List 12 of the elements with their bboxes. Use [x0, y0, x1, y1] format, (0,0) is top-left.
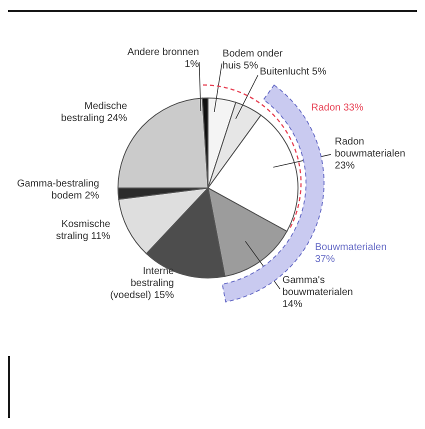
slice-label: Kosmische straling 11%	[56, 218, 111, 242]
slice-label: Medische bestraling 24%	[61, 100, 128, 124]
text: Radon 33%	[311, 102, 364, 113]
slice-label: Andere bronnen	[127, 46, 200, 58]
data-label: 23%	[334, 160, 355, 172]
data-label: 1%	[184, 58, 200, 70]
text: Bouwmaterialen 37%	[314, 241, 387, 264]
slice-label: Radon bouwmaterialen	[334, 136, 406, 160]
slice-label: Gamma's bouwmaterialen	[282, 274, 353, 298]
slice-label: Buitenlucht 5%	[260, 66, 327, 78]
data-label: 14%	[282, 298, 302, 310]
slice-label: Gamma-bestraling bodem 2%	[16, 178, 100, 202]
